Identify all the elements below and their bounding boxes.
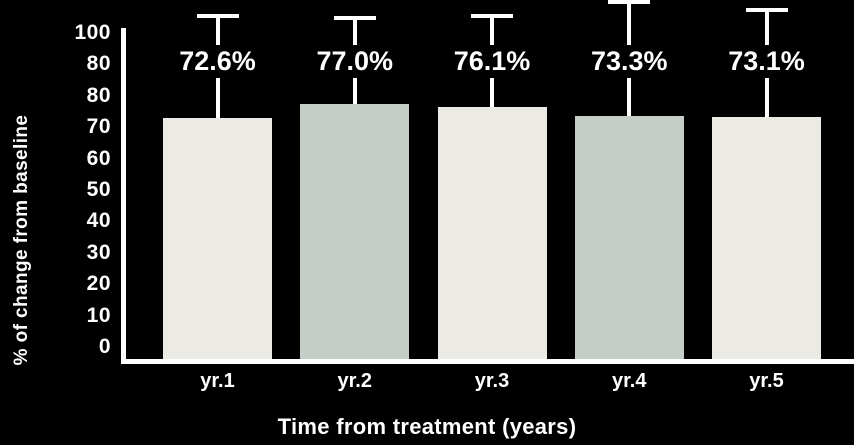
x-tick-label-yr.5: yr.5	[749, 370, 784, 392]
bar-value-label: 72.6%	[173, 45, 262, 78]
y-tick-label: 20	[86, 272, 111, 296]
error-bar-cap	[608, 0, 651, 4]
y-tick-label: 60	[86, 146, 111, 170]
x-axis-line	[121, 359, 854, 364]
bar-value-label: 77.0%	[310, 45, 400, 78]
y-tick-label: 0	[98, 335, 111, 358]
bar-value-label: 73.1%	[722, 45, 811, 78]
bar-yr.1	[163, 118, 272, 359]
y-tick-label: 80	[86, 52, 111, 76]
error-bar-cap	[333, 16, 376, 20]
y-tick-label: 70	[86, 115, 111, 139]
x-tick-label-yr.2: yr.2	[337, 370, 372, 392]
x-axis-title: Time from treatment (years)	[277, 414, 577, 439]
x-tick-label-yr.1: yr.1	[200, 370, 235, 392]
bar-value-label: 73.3%	[584, 45, 674, 78]
bar-yr.4	[574, 116, 684, 359]
y-tick-label: 80	[86, 83, 111, 107]
error-bar-cap	[471, 14, 513, 18]
y-axis-title: % of change from baseline	[11, 114, 32, 366]
y-axis-line	[121, 28, 126, 364]
bar-yr.5	[712, 117, 821, 359]
y-tick-label: 100	[74, 21, 111, 44]
y-tick-label: 50	[86, 178, 111, 201]
y-tick-label: 10	[86, 303, 111, 327]
bar-yr.2	[300, 104, 410, 359]
x-tick-label-yr.3: yr.3	[474, 370, 510, 392]
y-tick-label: 40	[86, 209, 111, 233]
error-bar-cap	[196, 14, 239, 18]
bar-yr.3	[437, 107, 547, 359]
bar-value-label: 76.1%	[447, 45, 537, 78]
error-bar-cap	[745, 8, 788, 12]
x-tick-label-yr.4: yr.4	[612, 370, 647, 392]
y-tick-label: 30	[86, 240, 111, 264]
